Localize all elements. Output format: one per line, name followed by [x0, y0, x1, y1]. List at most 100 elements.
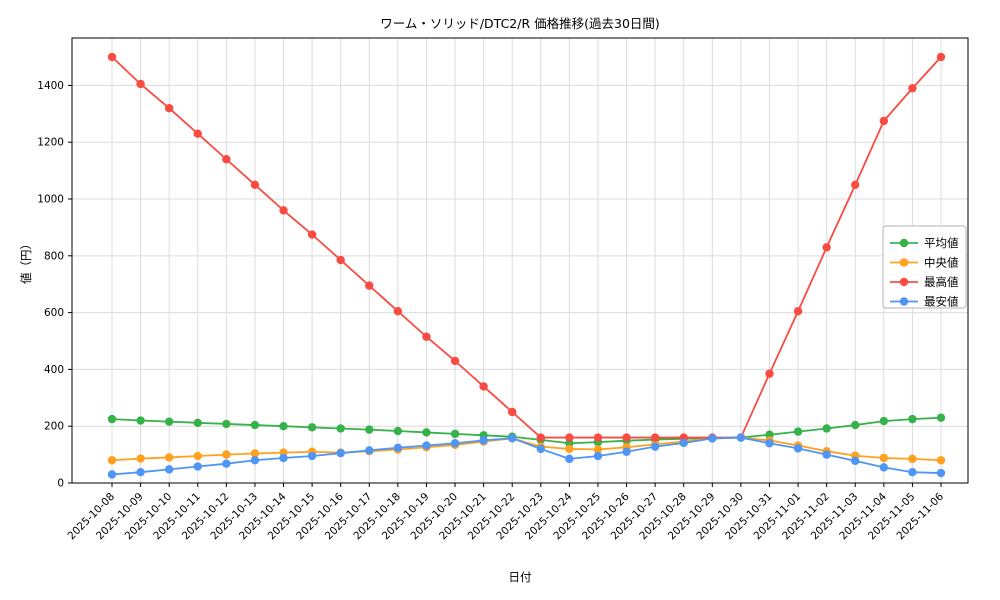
series-max-marker	[508, 407, 517, 417]
series-min-marker	[822, 450, 831, 459]
series-max-marker	[565, 433, 574, 442]
series-min-line	[111, 436, 942, 476]
legend-max-marker	[899, 277, 909, 287]
series-max-marker	[164, 103, 174, 113]
series-max-marker	[107, 52, 117, 62]
series-average-marker	[307, 423, 317, 432]
series-max-marker	[422, 332, 431, 341]
series-min-marker	[565, 454, 574, 464]
series-min-marker	[851, 456, 860, 466]
series-max-marker	[536, 433, 545, 442]
series-min-marker	[536, 444, 545, 454]
y-tick-label: 0	[57, 478, 64, 490]
series-max-marker	[307, 230, 317, 239]
series-average-line	[111, 416, 942, 445]
series-median-marker	[164, 453, 174, 462]
series-average-marker	[336, 424, 345, 433]
x-axis-label: 日付	[508, 570, 532, 584]
series-average-marker	[851, 420, 860, 430]
series-median-marker	[565, 444, 574, 454]
series-min-marker	[508, 433, 517, 443]
y-tick-label: 400	[44, 364, 64, 376]
series-min-marker	[593, 451, 603, 461]
y-tick-label: 600	[44, 307, 64, 319]
series-min-marker	[250, 456, 260, 465]
series-average-marker	[365, 425, 374, 434]
plot-border	[71, 37, 969, 484]
legend-median-label: 中央値	[924, 256, 959, 270]
series-min-marker	[765, 439, 774, 448]
y-tick-label: 200	[44, 421, 64, 433]
series-max-marker	[450, 356, 460, 366]
y-tick-label: 800	[44, 250, 64, 262]
series-max-marker	[250, 180, 260, 190]
series-max-marker	[793, 306, 803, 316]
series-max-marker	[479, 382, 488, 391]
series-max-marker	[593, 433, 603, 442]
series-min-marker	[307, 451, 317, 461]
series-min-marker	[736, 433, 746, 442]
series-median-line	[111, 436, 942, 462]
series-min-marker	[279, 453, 288, 463]
series-max-marker	[393, 306, 403, 316]
series-min-marker	[708, 434, 717, 443]
series-median-marker	[107, 456, 117, 465]
series-max-marker	[650, 433, 660, 442]
series-max-marker	[908, 84, 917, 93]
series-max-marker	[851, 180, 860, 190]
series-min-marker	[222, 459, 231, 468]
series-min-marker	[936, 468, 946, 478]
series-max-marker	[622, 433, 631, 442]
series-average-marker	[422, 428, 431, 437]
series-average-marker	[279, 422, 288, 431]
legend-max-label: 最高値	[924, 275, 959, 289]
series-median-marker	[250, 449, 260, 458]
series-max-marker	[765, 369, 774, 378]
series-max-marker	[365, 281, 374, 290]
series-min-marker	[793, 444, 803, 453]
series-max-marker	[279, 206, 288, 215]
series-average-marker	[936, 413, 946, 422]
series-min-marker	[679, 438, 688, 448]
series-min-marker	[450, 439, 460, 448]
series-min-marker	[650, 442, 660, 451]
series-average-marker	[908, 414, 917, 424]
series-min-marker	[879, 463, 889, 472]
series-max-marker	[936, 52, 946, 62]
series-max-marker	[136, 79, 145, 89]
series-average-marker	[393, 426, 403, 436]
chart-title: ワーム・ソリッド/DTC2/R 価格推移(過去30日間)	[380, 16, 660, 31]
series-min-marker	[107, 470, 117, 479]
y-tick-label: 1200	[37, 137, 64, 149]
series-average-marker	[450, 429, 460, 439]
series-min-marker	[393, 443, 403, 452]
y-tick-label: 1400	[37, 80, 64, 92]
legend-average-label: 平均値	[924, 236, 959, 250]
series-max-marker	[822, 243, 831, 252]
series-average-marker	[164, 417, 174, 426]
series-average-marker	[879, 416, 889, 426]
series-average-marker	[107, 414, 117, 424]
series-median-marker	[908, 454, 917, 464]
series-median-marker	[193, 451, 202, 461]
series-max-marker	[879, 116, 889, 126]
series-median-marker	[593, 445, 603, 454]
legend-min-marker	[899, 297, 909, 306]
series-average-marker	[193, 418, 202, 427]
series-min-marker	[193, 462, 202, 471]
series-median-marker	[136, 454, 145, 463]
legend-average-marker	[899, 238, 909, 248]
series-min-marker	[908, 468, 917, 477]
series-max-line	[111, 56, 942, 439]
series-min-marker	[164, 465, 174, 474]
y-tick-label: 1000	[37, 194, 64, 206]
series-min-marker	[422, 441, 431, 450]
series-max-marker	[222, 155, 231, 164]
series-min-marker	[479, 436, 488, 445]
legend-min-label: 最安値	[924, 295, 959, 309]
series-min-marker	[336, 448, 345, 458]
series-median-marker	[879, 453, 889, 463]
series-average-marker	[793, 427, 803, 436]
